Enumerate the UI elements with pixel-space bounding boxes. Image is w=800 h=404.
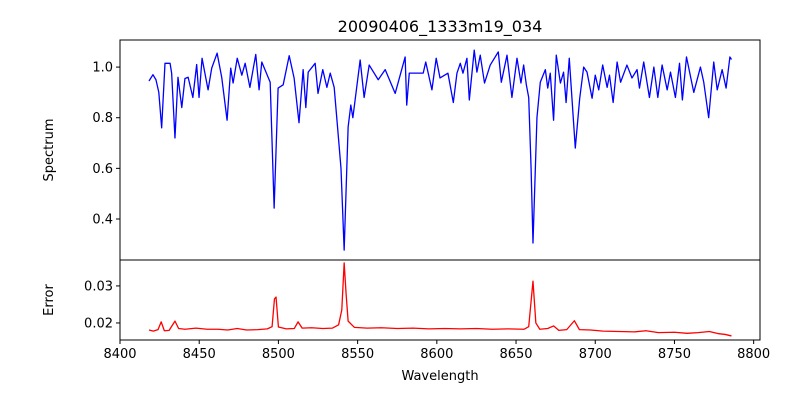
spectrum-panel: 0.4 0.6 0.8 1.0: [92, 39, 761, 261]
error-ytick-label: 0.03: [84, 279, 113, 294]
spectrum-ytick-label: 1.0: [92, 61, 113, 76]
error-ytick-label: 0.02: [84, 316, 113, 331]
error-axes-frame: [119, 259, 761, 341]
error-line: [148, 262, 732, 337]
chart-title: 20090406_1333m19_034: [338, 17, 543, 37]
spectrum-ylabel: Spectrum: [42, 119, 57, 182]
error-panel: 0.02 0.03 8400 8450 8500 8550 8600 8650 8700 8750…: [84, 259, 770, 362]
spectrum-line: [148, 49, 733, 251]
xtick-label: 8750: [658, 347, 691, 362]
xtick-label: 8450: [183, 347, 216, 362]
xtick-label: 8800: [737, 347, 770, 362]
x-axis-label: Wavelength: [401, 369, 478, 384]
spectrum-ytick-label: 0.8: [92, 111, 113, 126]
xtick-label: 8600: [420, 347, 453, 362]
spectrum-ytick-label: 0.6: [92, 162, 113, 177]
spectrum-ytick-label: 0.4: [92, 212, 113, 227]
xtick-label: 8650: [499, 347, 532, 362]
xtick-label: 8550: [341, 347, 374, 362]
xtick-label: 8700: [579, 347, 612, 362]
xtick-label: 8400: [103, 347, 136, 362]
error-ylabel: Error: [42, 284, 57, 316]
xtick-label: 8500: [262, 347, 295, 362]
